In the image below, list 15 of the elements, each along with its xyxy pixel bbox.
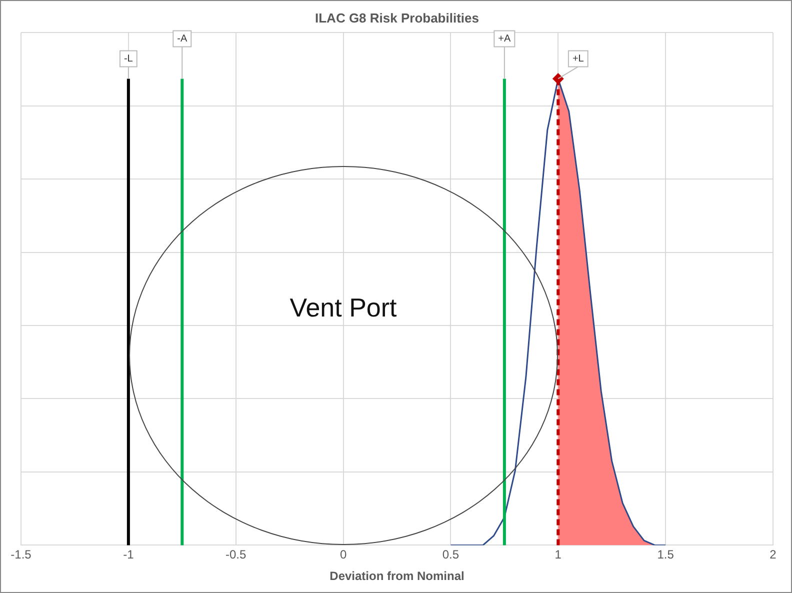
chart-title: ILAC G8 Risk Probabilities bbox=[315, 10, 479, 26]
ref-line-label: -A bbox=[177, 33, 188, 44]
x-axis-title: Deviation from Nominal bbox=[330, 569, 464, 584]
x-tick-label: 2 bbox=[770, 548, 777, 562]
x-tick-label: 0 bbox=[340, 548, 347, 562]
x-tick-label: -0.5 bbox=[226, 548, 247, 562]
ref-line-label: -L bbox=[124, 53, 134, 64]
ref-line-label: +A bbox=[498, 33, 512, 44]
ref-line-label: +L bbox=[572, 53, 584, 64]
x-tick-label: 0.5 bbox=[442, 548, 460, 562]
x-tick-label: -1.5 bbox=[10, 548, 32, 562]
annotation: Vent Port bbox=[290, 292, 397, 324]
x-tick-label: -1 bbox=[123, 548, 134, 562]
x-tick-label: 1 bbox=[554, 548, 562, 562]
x-tick-label: 1.5 bbox=[657, 548, 674, 562]
